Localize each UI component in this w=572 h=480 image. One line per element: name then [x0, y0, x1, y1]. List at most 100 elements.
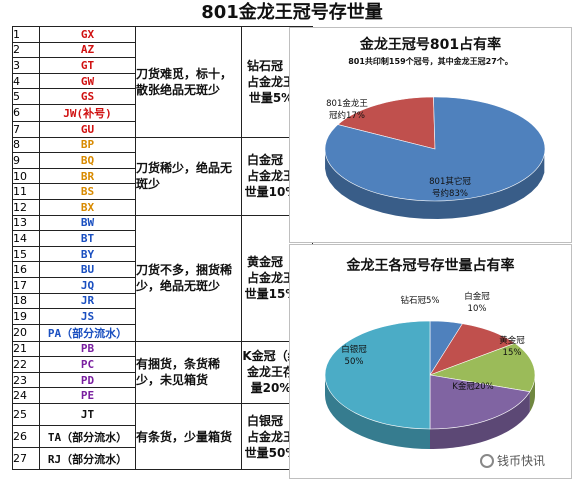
pie-label: 白银冠 50% [341, 344, 367, 367]
wechat-icon [480, 453, 494, 468]
crown-code: GS [39, 88, 136, 105]
chart1-pie: 801金龙王冠约17% 801其它冠号约83% [324, 96, 546, 219]
crown-code: JT [39, 403, 136, 427]
crown-table: 1 GX 刀货难觅，标十，散张绝品无斑少 钻石冠（约占金龙王存世量5%） 2 AZ 3 GT 4… [12, 26, 313, 471]
crown-code: AZ [39, 41, 136, 59]
crown-code: GT [39, 57, 136, 74]
table-row: 18 JR [12, 292, 313, 310]
group-description: 刀货难觅，标十，散张绝品无斑少 [135, 26, 242, 138]
table-row: 20 PA（部分流水） [12, 323, 313, 342]
table-row: 6 JW(补号) [12, 103, 313, 122]
pie-side-2 [325, 150, 545, 219]
table-row: 24 PE [12, 387, 313, 405]
table-row: 21 PB 有捆货，条货稀少，未见箱货 K金冠（约占金龙王存世量20%） [12, 340, 313, 405]
pie-slice-1 [337, 96, 436, 150]
crown-code: JW(补号) [39, 103, 136, 122]
table-row: 10 BR [12, 167, 313, 185]
row-number: 22 [12, 356, 40, 373]
crown-code: BS [39, 183, 136, 200]
pie-side-5 [325, 375, 430, 449]
row-number: 21 [12, 340, 40, 358]
pie-label: 801金龙王冠约17% [326, 98, 368, 121]
row-number: 10 [12, 167, 40, 185]
table-row: 9 BQ [12, 152, 313, 169]
chart2-title: 金龙王各冠号存世量占有率 [346, 258, 515, 274]
crown-code: TA（部分流水） [39, 425, 136, 449]
row-number: 6 [12, 103, 40, 122]
group-description: 有捆货，条货稀少，未见箱货 [135, 340, 242, 405]
row-number: 8 [12, 136, 40, 154]
crown-code: PD [39, 371, 136, 389]
table-row: 25 JT 有条货，少量箱货 白银冠（约占金龙王存世量50%） [12, 403, 313, 471]
table-row: 1 GX 刀货难觅，标十，散张绝品无斑少 钻石冠（约占金龙王存世量5%） [12, 26, 313, 138]
pie-label: 801其它冠号约83% [429, 176, 471, 199]
row-number: 23 [12, 371, 40, 389]
crown-code: BT [39, 230, 136, 247]
pie-slice-4 [429, 374, 531, 430]
crown-code: GU [39, 120, 136, 138]
crown-code: PE [39, 387, 136, 405]
pie-slice-3 [428, 342, 536, 393]
row-number: 7 [12, 120, 40, 138]
chart2-pie: 钻石冠5% 白金冠 10% 黄金冠 15% K金冠20% 白银冠 50% [324, 291, 536, 449]
group-description: 有条货，少量箱货 [135, 403, 242, 471]
crown-code: BU [39, 261, 136, 278]
row-number: 4 [12, 72, 40, 90]
table-row: 23 PD [12, 371, 313, 389]
table-row: 19 JS [12, 308, 313, 325]
crown-code: GX [39, 26, 136, 43]
chart1-subtitle: 801共印制159个冠号，其中金龙王冠27个。 [348, 57, 513, 66]
crown-code: BP [39, 136, 136, 154]
row-number: 18 [12, 292, 40, 310]
row-number: 16 [12, 261, 40, 278]
row-number: 19 [12, 308, 40, 325]
row-number: 14 [12, 230, 40, 247]
group-description: 刀货不多，捆货稀少，绝品无斑少 [135, 214, 242, 342]
crown-code: PC [39, 356, 136, 373]
row-number: 13 [12, 214, 40, 232]
chart1-title: 金龙王冠号801占有率 [359, 37, 502, 53]
table-row: 26 TA（部分流水） [12, 425, 313, 449]
table-row: 5 GS [12, 88, 313, 105]
sheet-title: 801金龙王冠号存世量 [201, 2, 383, 23]
group-description: 刀货稀少，绝品无斑少 [135, 136, 242, 216]
row-number: 17 [12, 276, 40, 294]
table-row: 27 RJ（部分流水） [12, 447, 313, 471]
pie-label: 白金冠 10% [464, 291, 490, 314]
pie-label: 钻石冠5% [401, 295, 440, 306]
row-number: 20 [12, 323, 40, 342]
row-number: 3 [12, 57, 40, 74]
row-number: 2 [12, 41, 40, 59]
table-row: 11 BS [12, 183, 313, 200]
crown-code: BR [39, 167, 136, 185]
table-row: 8 BP 刀货稀少，绝品无斑少 白金冠（约占金龙王存世量10%） [12, 136, 313, 216]
crown-code: PA（部分流水） [39, 323, 136, 342]
crown-code: JR [39, 292, 136, 310]
pie-label: 黄金冠 15% [499, 335, 525, 358]
row-number: 15 [12, 245, 40, 263]
pie-side-4 [430, 391, 530, 449]
table-row: 13 BW 刀货不多，捆货稀少，绝品无斑少 黄金冠（约占金龙王存世量15%） [12, 214, 313, 342]
watermark: 钱币快讯 [480, 452, 545, 469]
row-number: 11 [12, 183, 40, 200]
row-number: 24 [12, 387, 40, 405]
table-row: 12 BX [12, 198, 313, 216]
pie-label: K金冠20% [452, 381, 493, 392]
row-number: 1 [12, 26, 40, 43]
row-number: 9 [12, 152, 40, 169]
row-number: 12 [12, 198, 40, 216]
crown-code: JQ [39, 276, 136, 294]
row-number: 26 [12, 425, 40, 449]
crown-code: GW [39, 72, 136, 90]
crown-code: PB [39, 340, 136, 358]
crown-code: BY [39, 245, 136, 263]
row-number: 27 [12, 447, 40, 471]
watermark-text: 钱币快讯 [497, 454, 546, 468]
row-number: 5 [12, 88, 40, 105]
pie-slice-5 [324, 320, 431, 430]
crown-code: RJ（部分流水） [39, 447, 136, 471]
crown-code: BW [39, 214, 136, 232]
chart-801-share: 金龙王冠号801占有率 801共印制159个冠号，其中金龙王冠27个。 801金… [289, 27, 572, 243]
crown-code: BX [39, 198, 136, 216]
